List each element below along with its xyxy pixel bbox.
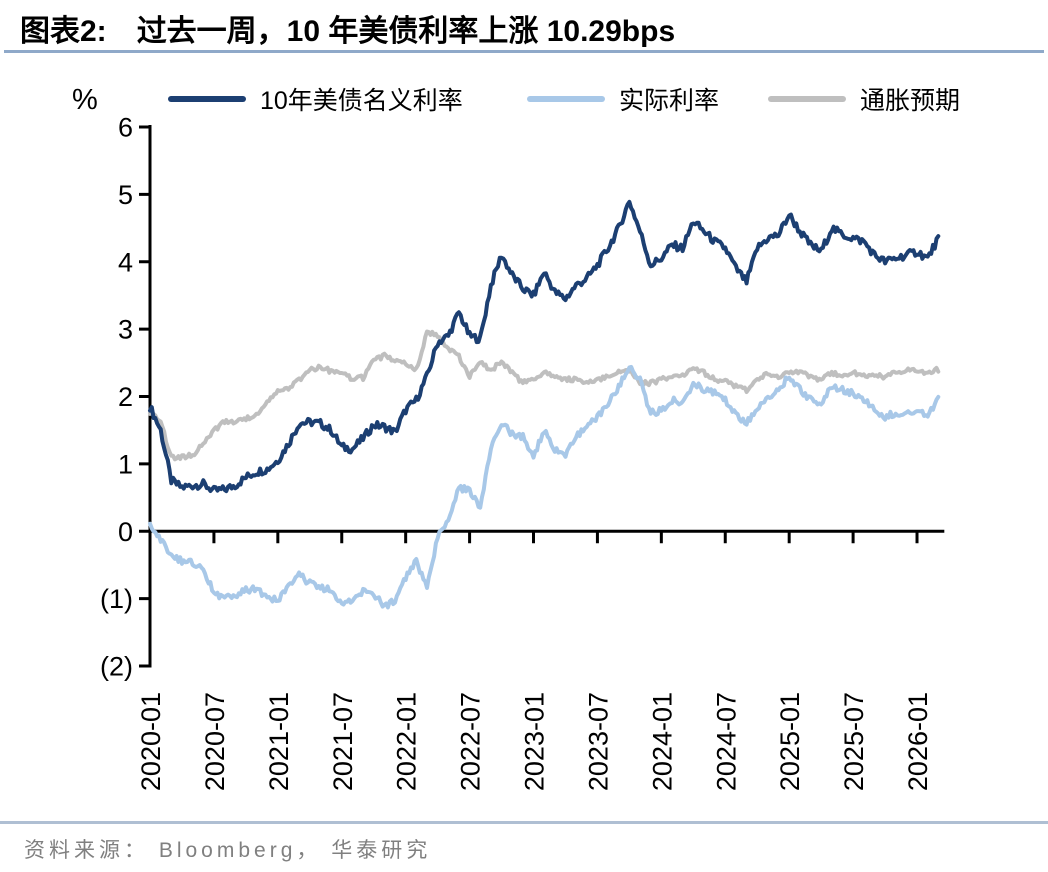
legend-line-swatch-real: [527, 96, 605, 102]
legend-line-swatch-nominal: [168, 96, 246, 102]
x-tick-label: 2025-01: [775, 692, 805, 791]
y-tick-label: 5: [118, 180, 133, 210]
series-line-nominal: [148, 199, 941, 494]
x-tick-label: 2021-07: [328, 692, 358, 791]
legend-label-nominal: 10年美债名义利率: [260, 87, 463, 115]
x-tick-label: 2025-07: [839, 692, 869, 791]
y-tick-label: 2: [118, 382, 133, 412]
title-underline-rule: [4, 50, 1044, 53]
x-tick-label: 2023-01: [520, 692, 550, 791]
legend-line-swatch-breakeven: [768, 96, 846, 102]
x-tick-label: 2026-01: [903, 692, 933, 791]
y-tick-label: 4: [118, 247, 133, 277]
x-tick-label: 2022-01: [392, 692, 422, 791]
y-tick-label: 0: [118, 517, 133, 547]
x-tick-label: 2023-07: [583, 692, 613, 791]
x-tick-label: 2024-07: [711, 692, 741, 791]
legend-item-nominal: 10年美债名义利率: [168, 84, 463, 115]
y-tick-label: 1: [118, 449, 133, 479]
figure-title-text: 过去一周，10 年美债利率上涨 10.29bps: [136, 15, 676, 48]
legend-item-breakeven: 通胀预期: [768, 84, 961, 115]
x-tick-label: 2021-01: [264, 692, 294, 791]
x-tick-label: 2020-07: [200, 692, 230, 791]
y-tick-label: 6: [118, 113, 133, 143]
y-tick-label: 3: [118, 315, 133, 345]
legend-label-breakeven: 通胀预期: [860, 87, 961, 115]
series-line-real: [148, 364, 941, 610]
x-tick-label: 2020-01: [136, 692, 166, 791]
footer-rule: [0, 821, 1048, 824]
y-axis-unit-label: %: [72, 84, 98, 116]
x-tick-label: 2024-01: [647, 692, 677, 791]
legend-label-real: 实际利率: [619, 87, 720, 115]
chart-legend: 10年美债名义利率 实际利率 通胀预期: [0, 84, 1048, 115]
figure-number-label: 图表2:: [20, 15, 107, 48]
legend-item-real: 实际利率: [527, 84, 720, 115]
source-note: 资料来源： Bloomberg， 华泰研究: [24, 839, 432, 862]
series-line-breakeven: [148, 329, 941, 462]
y-tick-label: (2): [100, 652, 133, 682]
figure-title: 图表2: 过去一周，10 年美债利率上涨 10.29bps: [20, 6, 1030, 50]
y-tick-label: (1): [100, 584, 133, 614]
x-tick-label: 2022-07: [456, 692, 486, 791]
